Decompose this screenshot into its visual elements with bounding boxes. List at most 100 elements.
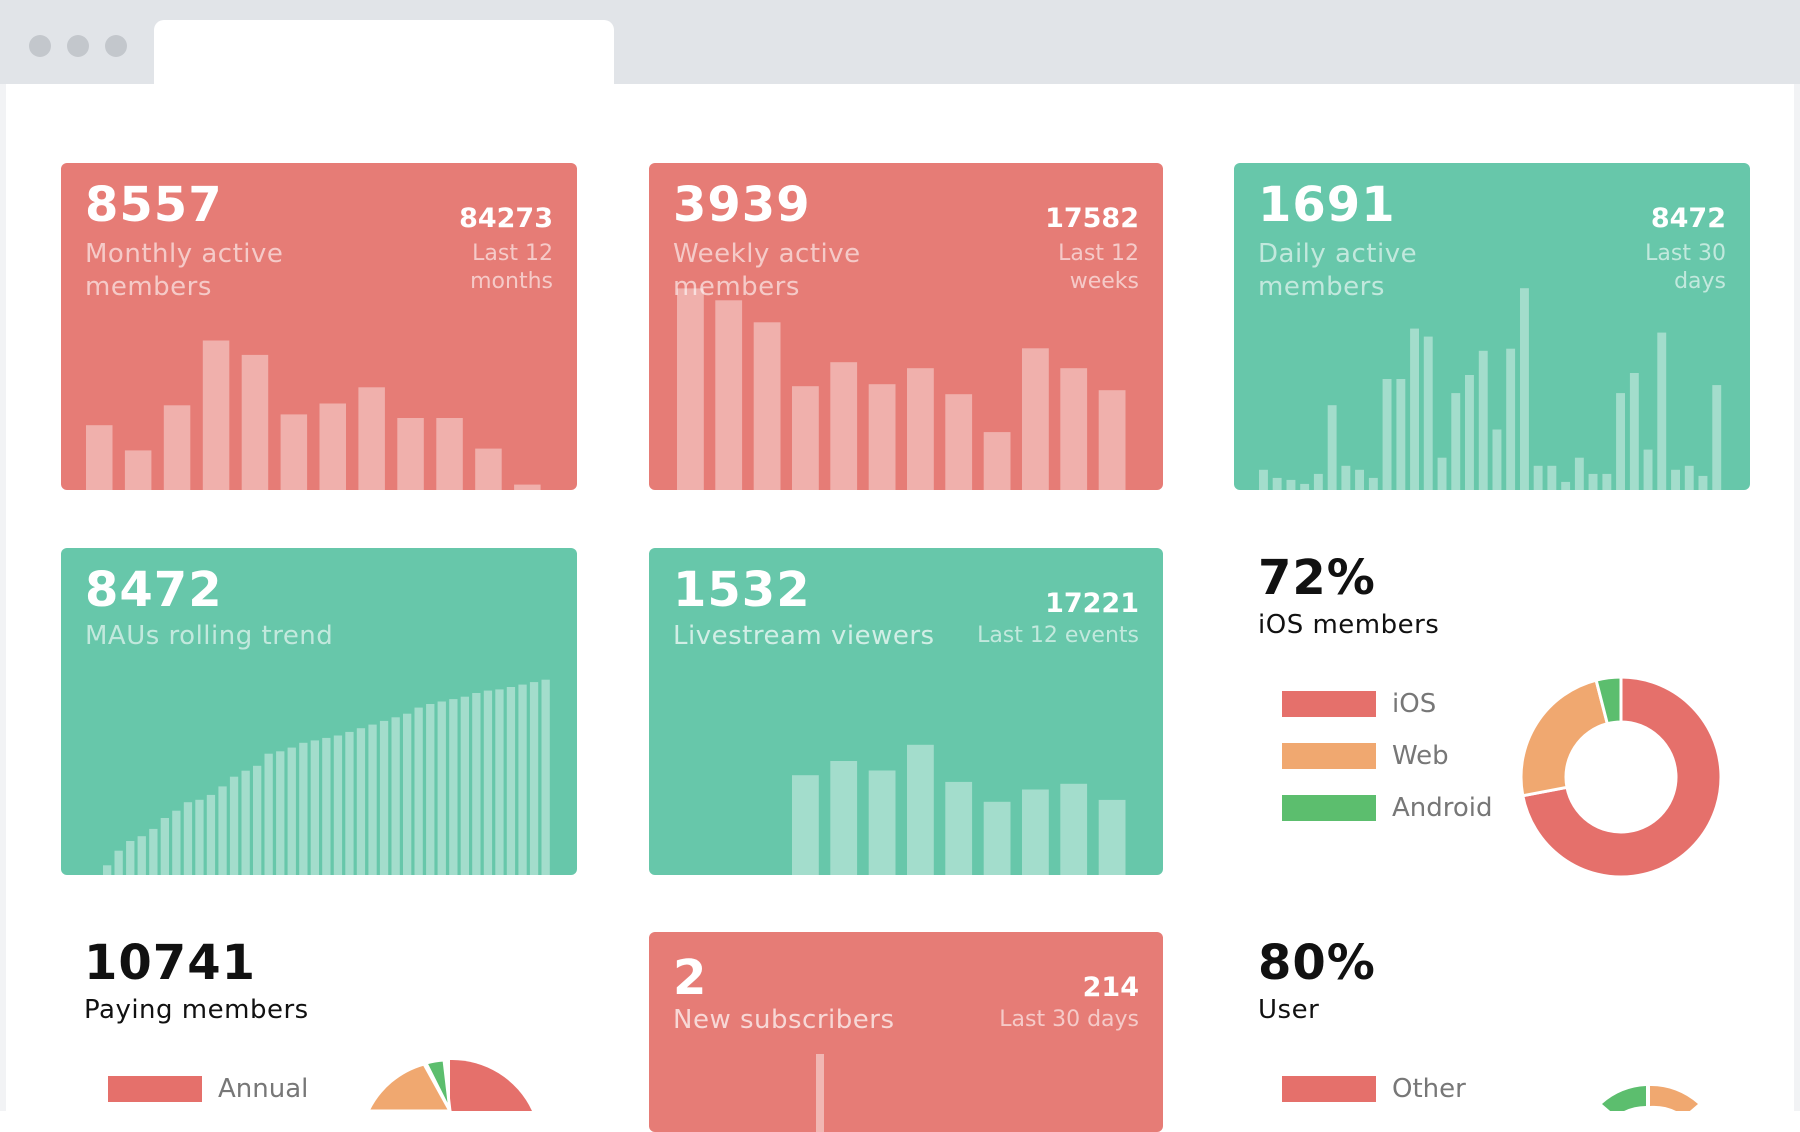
web-swatch — [1282, 743, 1376, 769]
user-donut-web — [1650, 1085, 1698, 1111]
daily-active-card[interactable]: 1691 Daily active members 8472 Last 30 d… — [1234, 163, 1750, 490]
bar — [163, 405, 191, 490]
bar — [103, 865, 112, 875]
bar — [437, 701, 446, 875]
ios-members-legend: iOS Web Android — [1282, 678, 1493, 834]
bar — [1533, 465, 1543, 490]
weekly-active-value: 3939 — [673, 177, 811, 233]
paying-members-value: 10741 — [84, 935, 256, 991]
ios-members-label: iOS members — [1258, 610, 1440, 640]
bar — [86, 425, 113, 490]
maus-bar-chart — [103, 679, 550, 875]
bar — [241, 354, 269, 490]
bar — [333, 735, 343, 875]
browser-chrome — [0, 0, 1800, 84]
legend-item-other: Other — [1282, 1063, 1466, 1115]
bar — [276, 751, 285, 875]
paying-members-legend: Annual — [108, 1063, 308, 1115]
maus-trend-card[interactable]: 8472 MAUs rolling trend — [61, 548, 577, 875]
monthly-active-card[interactable]: 8557 Monthly active members 84273 Last 1… — [61, 163, 577, 490]
legend-item-web: Web — [1282, 730, 1493, 782]
bar — [1574, 457, 1584, 490]
bar — [1060, 783, 1088, 875]
ios-swatch — [1282, 691, 1376, 717]
bar — [1098, 390, 1126, 490]
bar — [124, 450, 152, 490]
weekly-period-label: Last 12 weeks — [1058, 241, 1139, 294]
bar — [1602, 473, 1612, 490]
daily-active-label: Daily active members — [1258, 239, 1418, 302]
daily-bar-chart — [1259, 288, 1722, 490]
weekly-total-value: 17582 — [1045, 203, 1139, 234]
bar — [1355, 469, 1364, 490]
paying-members-label: Paying members — [84, 995, 309, 1025]
livestream-card[interactable]: 1532 Livestream viewers 17221 Last 12 ev… — [649, 548, 1163, 875]
donut-slice-android — [1594, 675, 1623, 726]
bar — [229, 776, 239, 875]
bar — [518, 684, 527, 875]
ios-members-donut-chart — [1519, 675, 1723, 879]
maus-trend-label: MAUs rolling trend — [85, 621, 334, 651]
bar — [1259, 469, 1268, 490]
browser-tab[interactable] — [154, 20, 614, 84]
daily-period-label: Last 30 days — [1645, 241, 1726, 294]
monthly-bar-chart — [86, 340, 541, 490]
bar — [1423, 336, 1433, 490]
legend-label-web: Web — [1392, 741, 1449, 771]
bar — [868, 384, 896, 490]
window-close-dot[interactable] — [29, 35, 51, 57]
bar — [1478, 350, 1488, 490]
new-subscribers-card[interactable]: 2 New subscribers 214 Last 30 days — [649, 932, 1163, 1132]
livestream-value: 1532 — [673, 562, 811, 618]
user-value: 80% — [1258, 935, 1376, 991]
donut-slice-ios — [1521, 675, 1723, 879]
bar — [677, 288, 704, 490]
bar — [945, 781, 973, 875]
bar — [1506, 348, 1516, 490]
right-edge — [1794, 84, 1800, 1111]
legend-label-ios: iOS — [1392, 689, 1437, 719]
left-edge — [0, 84, 6, 1111]
window-minimize-dot[interactable] — [67, 35, 89, 57]
bar — [391, 717, 400, 875]
bar — [149, 828, 158, 875]
bar — [1286, 479, 1296, 490]
bar — [1657, 332, 1667, 490]
bar — [126, 841, 135, 875]
bar — [114, 850, 123, 875]
bar — [449, 699, 458, 875]
bar — [253, 765, 262, 875]
bar — [715, 300, 743, 490]
donut-slice-web — [1519, 678, 1610, 798]
bar — [460, 696, 469, 875]
subscriber-bar — [816, 1054, 824, 1132]
user-donut-partial — [1602, 1085, 1698, 1111]
livestream-bar-chart — [792, 744, 1126, 875]
bar — [983, 432, 1011, 490]
bar — [426, 704, 435, 875]
bar — [792, 775, 819, 875]
bar — [945, 394, 973, 490]
bar — [1561, 481, 1571, 490]
pie-slice-orange — [366, 1062, 452, 1111]
bar — [379, 720, 389, 875]
weekly-active-card[interactable]: 3939 Weekly active members 17582 Last 12… — [649, 163, 1163, 490]
other-swatch — [1282, 1076, 1376, 1102]
bar — [172, 810, 181, 875]
bar — [160, 818, 169, 875]
user-widget: 80% User — [1258, 935, 1376, 1025]
bar — [137, 836, 146, 875]
bar — [1327, 405, 1337, 490]
bar — [541, 679, 550, 875]
livestream-period-label: Last 12 events — [977, 623, 1139, 648]
window-maximize-dot[interactable] — [105, 35, 127, 57]
user-donut-android — [1602, 1086, 1646, 1111]
bar — [414, 707, 423, 875]
paying-members-pie-partial — [366, 1058, 532, 1111]
bar — [1022, 348, 1049, 490]
bar — [1588, 473, 1598, 490]
bar — [483, 690, 493, 875]
bar — [299, 742, 308, 875]
bar — [241, 770, 250, 875]
bar — [280, 414, 308, 490]
